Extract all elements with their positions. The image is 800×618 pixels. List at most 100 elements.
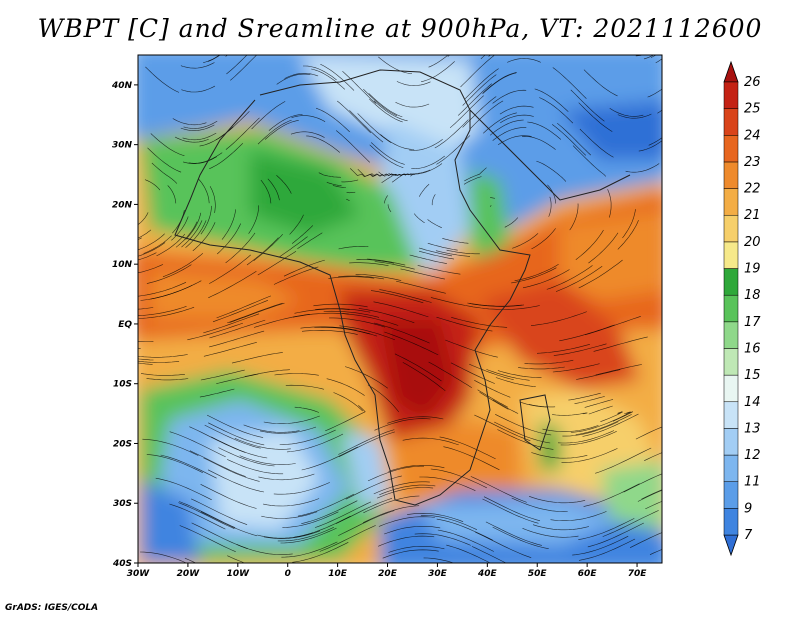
streamline [539, 97, 574, 124]
streamline [291, 225, 314, 244]
streamline [301, 446, 358, 471]
streamline [483, 496, 541, 522]
streamline [183, 120, 218, 129]
lon-tick-label: 10E [328, 569, 348, 579]
streamline [259, 426, 317, 434]
colorbar-swatch [723, 454, 739, 482]
colorbar-swatch [723, 108, 739, 136]
streamline [290, 131, 325, 138]
streamline [530, 311, 587, 326]
streamline [236, 544, 293, 555]
lon-tick-label: 0 [285, 569, 291, 579]
streamline [379, 289, 432, 303]
streamline [203, 55, 221, 63]
streamline [260, 179, 272, 204]
streamline [578, 538, 636, 561]
streamline [175, 221, 198, 248]
streamline [319, 525, 376, 552]
streamline [192, 222, 216, 252]
streamline [430, 468, 487, 489]
streamline [457, 83, 492, 116]
lon-tick-label: 60E [578, 569, 598, 579]
streamline [212, 300, 269, 323]
streamline [138, 354, 188, 358]
streamline [188, 152, 223, 164]
streamline [263, 530, 321, 539]
streamline [169, 503, 226, 530]
streamline [277, 527, 334, 542]
streamline [548, 196, 552, 217]
streamline [612, 411, 634, 422]
streamline [367, 384, 400, 413]
streamline [349, 110, 384, 143]
streamline [570, 89, 605, 122]
colorbar-swatch [723, 294, 739, 323]
streamline [475, 531, 532, 558]
streamline [198, 178, 210, 204]
streamline [253, 314, 310, 328]
streamline [582, 413, 639, 437]
streamline [146, 378, 189, 381]
streamline [644, 452, 662, 461]
streamline [430, 297, 485, 309]
streamline [419, 183, 430, 197]
streamline [203, 313, 260, 334]
streamline [578, 518, 635, 540]
streamline [261, 511, 318, 519]
streamline [138, 358, 154, 361]
streamline [561, 448, 618, 463]
streamline [332, 185, 346, 188]
streamline [380, 134, 415, 150]
streamline [492, 89, 527, 104]
streamline [146, 454, 203, 473]
streamline [185, 220, 207, 248]
streamline [226, 459, 284, 475]
streamline [482, 498, 539, 524]
streamline [218, 447, 275, 467]
streamline [650, 55, 657, 58]
streamline [209, 330, 265, 348]
streamline [140, 373, 185, 376]
streamline [578, 259, 623, 289]
lat-tick-label: 40N [111, 81, 133, 91]
colorbar-swatch [723, 135, 739, 163]
streamline [180, 62, 215, 69]
streamline [338, 246, 369, 250]
streamline [645, 500, 662, 510]
streamline [492, 399, 519, 414]
streamline [470, 476, 527, 503]
streamline [531, 228, 556, 250]
streamline [576, 369, 621, 380]
streamline [396, 81, 431, 86]
streamline [542, 425, 599, 432]
streamline [179, 501, 236, 528]
streamline [301, 500, 358, 524]
streamline [477, 389, 509, 408]
streamline [355, 274, 402, 281]
streamline [552, 67, 587, 99]
streamline [200, 369, 245, 381]
streamline [595, 447, 652, 474]
streamline [447, 55, 451, 57]
streamline [362, 505, 420, 523]
page-title: WBPT [C] and Sreamline at 900hPa, VT: 20… [37, 14, 763, 43]
streamline [489, 205, 492, 207]
streamline [231, 352, 283, 364]
streamline [418, 247, 453, 257]
streamline [531, 452, 588, 459]
streamline [314, 501, 372, 528]
streamline [374, 261, 415, 270]
streamline [174, 136, 209, 143]
streamline [206, 414, 264, 438]
streamline [376, 487, 434, 499]
lon-tick-label: 50E [528, 569, 548, 579]
streamline [336, 130, 371, 163]
streamline [560, 431, 617, 446]
lon-tick-label: 30E [428, 569, 448, 579]
streamline [382, 549, 439, 559]
streamline [204, 424, 261, 449]
streamline [345, 366, 388, 389]
lat-tick-label: 10S [113, 380, 132, 390]
streamline [143, 235, 172, 254]
streamline [400, 268, 445, 280]
